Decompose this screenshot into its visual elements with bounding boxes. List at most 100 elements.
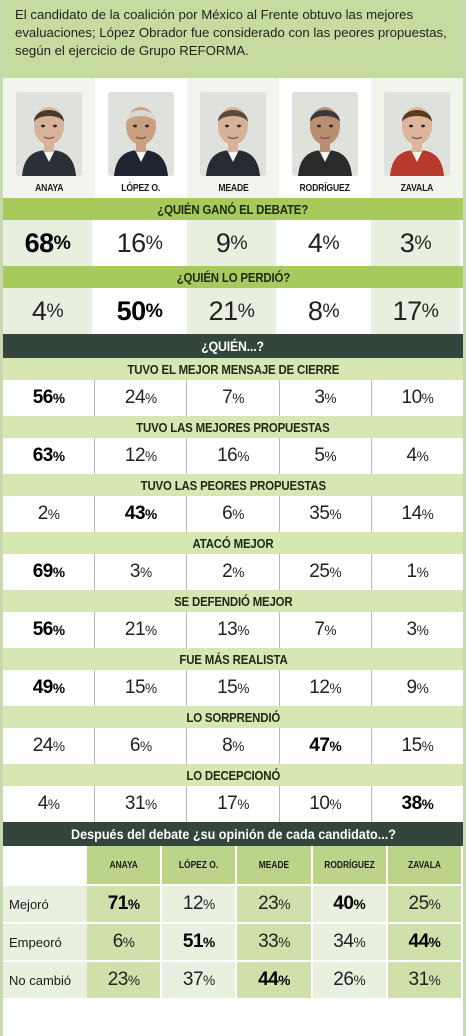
value-cell: 21% [187,288,279,334]
item-values: 24% 6% 8% 47% 15% [3,728,463,764]
value-cell: 16% [95,220,187,266]
percent-sign: % [145,622,157,638]
percent-sign: % [232,390,244,406]
value-cell: 16% [187,438,280,474]
value-number: 3 [406,619,418,640]
value-number: 24 [32,735,54,756]
opinion-value: 26% [312,962,388,998]
value-number: 6 [222,503,233,524]
candidate-name: ANAYA [34,182,64,194]
value-number: 63 [32,445,54,466]
value-number: 3 [314,387,325,408]
value-number: 10 [309,793,330,814]
candidate-name: ZAVALA [400,182,434,194]
value-number: 50 [116,295,147,326]
value-cell: 4% [3,786,96,822]
value-number: 51 [182,931,204,952]
value-number: 71 [107,893,129,914]
value-cell: 21% [95,612,188,648]
value-cell: 17% [371,288,463,334]
value-number: 35 [309,503,330,524]
question-lost-values: 4% 50% 21% 8% 17% [3,288,463,334]
percent-sign: % [421,390,434,406]
percent-sign: % [428,972,441,988]
opinion-column-label: RODRÍGUEZ [324,859,375,871]
percent-sign: % [145,448,157,464]
percent-sign: % [52,738,65,754]
value-cell: 3% [371,220,463,266]
value-number: 38 [401,793,423,814]
value-number: 6 [112,931,124,952]
opinion-column-label: ZAVALA [407,859,441,871]
value-number: 33 [258,931,279,952]
opinion-row: No cambió 23% 37% 44% 26% 31% [3,960,464,998]
opinion-row-label: Empeoró [3,924,87,960]
value-number: 9 [406,677,418,698]
value-cell: 56% [3,612,96,648]
opinion-value: 6% [87,924,163,960]
value-number: 37 [182,969,204,990]
value-number: 12 [309,677,330,698]
value-cell: 12% [280,670,372,706]
value-number: 16 [116,227,147,258]
intro-text: El candidato de la coalición por México … [3,0,463,78]
opinion-column-label: LÓPEZ O. [179,859,219,871]
value-cell: 50% [95,288,187,334]
opinion-value: 37% [162,962,238,998]
percent-sign: % [237,622,249,638]
percent-sign: % [237,680,249,696]
value-number: 12 [182,893,204,914]
value-number: 16 [217,445,238,466]
item-title: TUVO LAS MEJORES PROPUESTAS [3,416,463,438]
value-cell: 4% [279,220,371,266]
percent-sign: % [322,231,340,254]
opinion-row: Mejoró 71% 12% 23% 40% 25% [3,884,464,922]
value-cell: 5% [280,438,372,474]
item-title-text: TUVO LAS PEORES PROPUESTAS [140,477,326,493]
value-cell: 17% [187,786,280,822]
opinion-title: Después del debate ¿su opinión de cada c… [3,822,463,846]
candidate-name: MEADE [217,182,249,194]
percent-sign: % [52,448,65,464]
opinion-value: 51% [162,924,238,960]
percent-sign: % [203,934,215,950]
value-cell: 7% [280,612,372,648]
value-number: 25 [408,893,430,914]
value-number: 7 [222,387,233,408]
percent-sign: % [353,972,366,988]
candidate-4: RODRÍGUEZ [279,78,371,198]
value-cell: 3% [372,612,463,648]
percent-sign: % [278,934,290,950]
value-cell: 31% [95,786,188,822]
value-number: 1 [406,561,418,582]
value-cell: 38% [372,786,463,822]
item-values: 69% 3% 2% 25% 1% [3,554,463,590]
value-number: 13 [217,619,238,640]
percent-sign: % [322,299,340,322]
value-cell: 56% [3,380,96,416]
percent-sign: % [421,796,434,812]
percent-sign: % [329,564,342,580]
percent-sign: % [428,896,441,912]
value-number: 26 [333,969,354,990]
opinion-value: 44% [237,962,313,998]
value-cell: 1% [372,554,463,590]
percent-sign: % [353,896,366,912]
candidate-1: ANAYA [3,78,95,198]
value-cell: 9% [372,670,463,706]
value-cell: 10% [372,380,463,416]
value-cell: 24% [3,728,96,764]
value-number: 69 [32,561,54,582]
percent-sign: % [428,934,441,950]
value-number: 44 [258,969,279,990]
opinion-column-header: MEADE [237,846,313,884]
percent-sign: % [278,896,290,912]
value-number: 9 [215,227,231,258]
value-number: 8 [307,295,323,326]
percent-sign: % [416,448,429,464]
percent-sign: % [122,934,135,950]
candidate-portrait [108,92,174,176]
candidate-portrait [292,92,358,176]
value-number: 49 [32,677,54,698]
opinion-column-header: RODRÍGUEZ [312,846,388,884]
